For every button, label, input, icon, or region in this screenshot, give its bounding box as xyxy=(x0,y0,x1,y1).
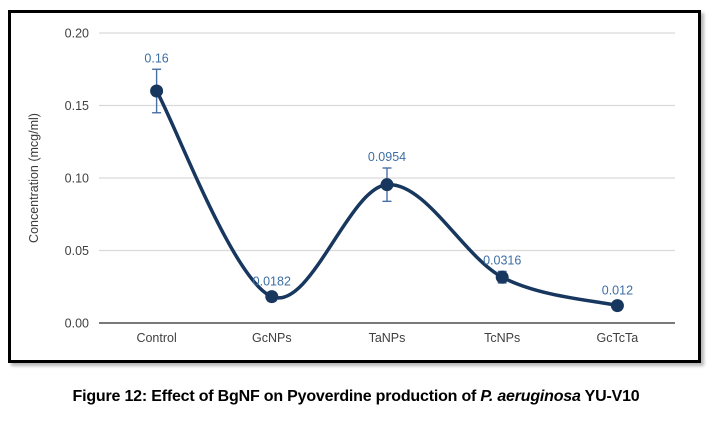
data-point xyxy=(495,270,509,284)
x-tick-label: TcNPs xyxy=(484,331,520,345)
y-tick-label: 0.00 xyxy=(65,317,89,331)
caption-species: P. aeruginosa xyxy=(480,388,581,405)
caption-prefix: Figure 12: Effect of BgNF on Pyoverdine … xyxy=(72,388,481,405)
y-axis-title: Concentration (mcg/ml) xyxy=(27,113,41,243)
caption-suffix: YU-V10 xyxy=(580,388,640,405)
data-point xyxy=(150,84,164,98)
chart-panel: 0.00 0.05 0.10 0.15 0.20 Control GcNPs TaNPs TcN… xyxy=(8,10,701,363)
data-point xyxy=(265,290,279,304)
x-tick-label: GcTcTa xyxy=(597,331,639,345)
y-tick-label: 0.15 xyxy=(65,99,89,113)
data-label: 0.0954 xyxy=(368,150,406,164)
series-line xyxy=(154,89,620,308)
data-label: 0.0182 xyxy=(253,274,291,288)
x-tick-label: GcNPs xyxy=(252,331,292,345)
figure-caption: Figure 12: Effect of BgNF on Pyoverdine … xyxy=(0,388,712,406)
data-point xyxy=(380,178,394,192)
data-label: 0.16 xyxy=(144,51,168,65)
x-tick-label: Control xyxy=(136,331,176,345)
y-tick-label: 0.10 xyxy=(65,172,89,186)
y-tick-label: 0.05 xyxy=(65,244,89,258)
x-tick-label: TaNPs xyxy=(369,331,406,345)
data-label: 0.012 xyxy=(602,283,633,297)
data-point xyxy=(610,299,624,313)
y-tick-label: 0.20 xyxy=(65,27,89,41)
line-chart: 0.00 0.05 0.10 0.15 0.20 Control GcNPs TaNPs TcN… xyxy=(27,27,675,345)
data-label: 0.0316 xyxy=(483,253,521,267)
